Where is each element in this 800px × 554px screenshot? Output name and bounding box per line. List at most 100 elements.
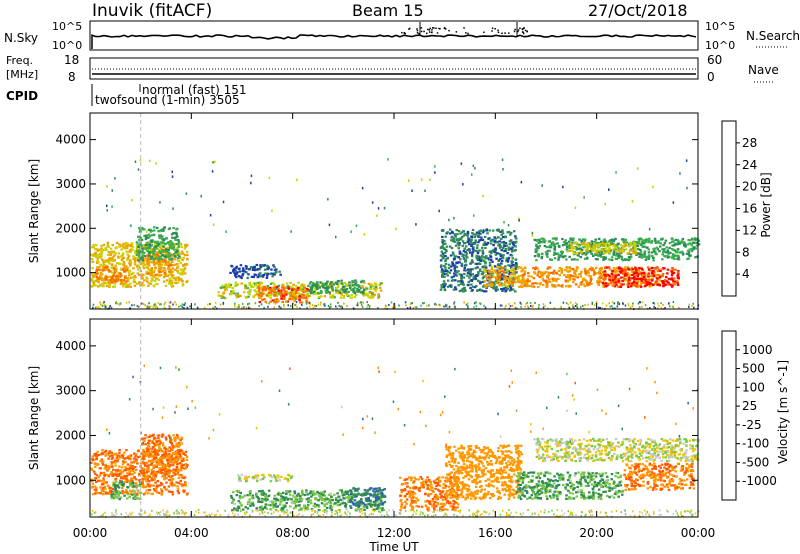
- power-cell: [627, 273, 630, 276]
- power-cell: [619, 271, 623, 274]
- power-ground-cell: [520, 303, 522, 305]
- power-ground-cell: [301, 303, 303, 306]
- power-ground-cell: [638, 301, 641, 304]
- power-cell: [580, 281, 584, 284]
- power-ground-cell: [330, 305, 332, 308]
- power-cell: [694, 256, 697, 259]
- power-cell: [224, 297, 227, 300]
- noise-search-dot: [416, 29, 419, 32]
- power-cell: [691, 238, 695, 241]
- power-cell: [541, 237, 544, 240]
- power-cell: [551, 283, 554, 286]
- power-cell: [354, 279, 357, 282]
- power-cell: [119, 272, 122, 275]
- power-cell: [126, 253, 129, 256]
- power-cell: [126, 258, 129, 261]
- power-cell: [301, 288, 305, 291]
- power-cell: [572, 237, 575, 240]
- power-cell: [557, 277, 560, 280]
- power-cell: [640, 256, 644, 259]
- power-cell: [112, 250, 116, 253]
- power-cell: [291, 298, 294, 301]
- power-cell: [481, 231, 485, 234]
- power-cell: [125, 267, 129, 270]
- power-cell: [164, 269, 167, 272]
- power-echo-cell: [503, 221, 505, 224]
- power-cell: [290, 296, 294, 299]
- power-echo-cell: [518, 219, 520, 222]
- power-cell: [109, 252, 113, 256]
- noise-search-dot: [455, 31, 458, 33]
- power-cell: [364, 292, 368, 295]
- power-cell: [484, 261, 487, 264]
- power-cell: [444, 258, 448, 261]
- power-cell: [361, 286, 365, 289]
- power-cell: [317, 295, 321, 298]
- power-cell: [161, 238, 164, 241]
- power-cell: [345, 293, 349, 297]
- velocity-cell: [103, 485, 106, 488]
- power-cell: [347, 294, 350, 297]
- velocity-cell: [179, 455, 183, 458]
- power-cell: [614, 274, 618, 277]
- power-cell: [554, 252, 558, 255]
- power-cell: [524, 279, 527, 282]
- noise-search-dot: [436, 32, 439, 34]
- power-ground-cell: [309, 302, 311, 305]
- velocity-cell: [167, 468, 171, 471]
- power-cell: [622, 276, 625, 279]
- power-cell: [454, 235, 457, 238]
- power-cell: [144, 247, 147, 250]
- power-cell: [632, 272, 636, 275]
- velocity-cell: [138, 479, 141, 482]
- power-cell: [243, 284, 247, 287]
- velocity-cell: [142, 454, 145, 457]
- velocity-cell: [153, 454, 156, 457]
- power-cell: [97, 261, 100, 264]
- power-cell: [570, 258, 574, 261]
- power-ground-cell: [409, 306, 411, 309]
- power-ground-cell: [222, 301, 225, 304]
- power-ground-cell: [146, 306, 148, 309]
- power-cell: [637, 240, 641, 243]
- power-cell: [534, 250, 538, 253]
- power-cell: [447, 266, 451, 269]
- power-cell: [122, 268, 125, 271]
- power-cell: [510, 247, 513, 250]
- power-cell: [523, 266, 527, 270]
- power-echo-cell: [434, 165, 436, 168]
- velocity-cell: [95, 455, 98, 458]
- power-cell: [632, 246, 635, 249]
- power-cell: [257, 294, 261, 297]
- power-ground-cell: [245, 306, 248, 309]
- power-cell: [137, 243, 141, 247]
- power-cell: [369, 291, 373, 294]
- velocity-cell: [134, 460, 138, 463]
- power-cell: [246, 287, 250, 290]
- power-cell: [160, 259, 164, 262]
- power-cell: [497, 276, 500, 279]
- power-cell: [466, 274, 469, 277]
- power-cell: [647, 241, 650, 244]
- power-cell: [665, 276, 668, 279]
- power-cell: [676, 276, 680, 280]
- power-cell: [655, 279, 659, 282]
- power-cell: [594, 258, 598, 261]
- power-cell: [640, 238, 643, 241]
- power-cell: [294, 297, 298, 300]
- power-ground-cell: [104, 304, 106, 307]
- power-cell: [284, 287, 288, 290]
- power-ground-cell: [268, 302, 270, 305]
- power-cell: [147, 250, 150, 253]
- power-cell: [582, 283, 585, 286]
- power-cell: [112, 274, 115, 277]
- power-cell: [351, 280, 354, 283]
- power-cell: [514, 264, 518, 267]
- power-echo-cell: [531, 234, 534, 237]
- power-cell: [162, 241, 165, 244]
- power-ground-cell: [118, 303, 120, 306]
- power-ground-cell: [524, 305, 526, 308]
- power-cell: [108, 275, 112, 278]
- power-cell: [443, 264, 446, 268]
- power-cell: [628, 257, 632, 261]
